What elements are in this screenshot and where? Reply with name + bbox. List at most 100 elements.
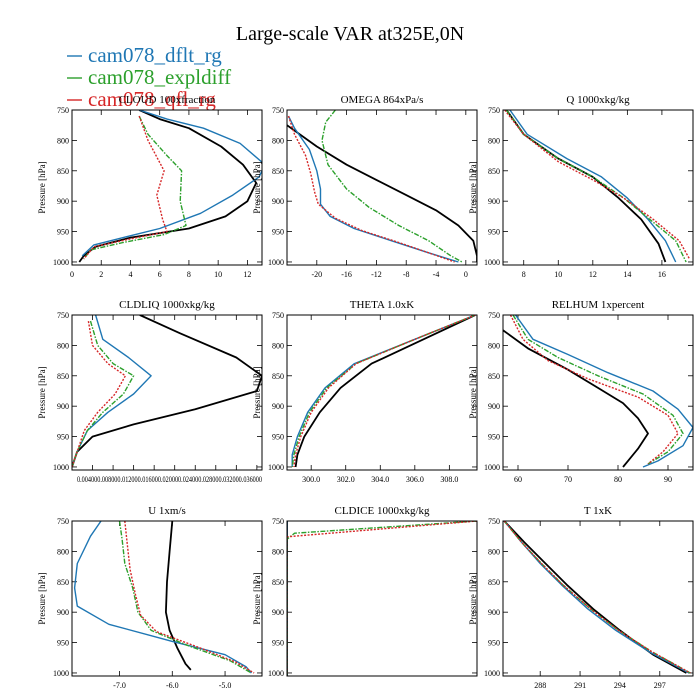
y-tick-label-3-0: 750	[57, 311, 69, 320]
series-line-dflt-6	[73, 521, 252, 674]
y-tick-label-3-2: 850	[57, 372, 69, 381]
y-tick-label-4-0: 750	[272, 311, 284, 320]
x-tick-label-1-4: -4	[433, 270, 440, 279]
y-tick-label-3-3: 900	[57, 402, 69, 411]
series-group-0	[78, 110, 262, 263]
y-tick-label-6-5: 1000	[53, 669, 69, 678]
series-line-expl-1	[321, 110, 463, 263]
series-group-1	[287, 110, 477, 263]
series-line-obs-8	[503, 521, 687, 674]
y-tick-label-6-4: 950	[57, 639, 69, 648]
series-line-dflt-0	[81, 110, 262, 257]
series-line-obs-0	[78, 110, 258, 263]
series-line-dflt-4	[291, 315, 476, 467]
y-tick-label-1-5: 1000	[268, 258, 284, 267]
y-tick-label-3-4: 950	[57, 433, 69, 442]
series-line-qfl-7	[287, 521, 477, 676]
y-tick-label-5-5: 1000	[484, 463, 500, 472]
series-line-dflt-8	[503, 521, 690, 674]
x-tick-label-5-2: 80	[614, 475, 622, 484]
series-line-dflt-2	[509, 110, 677, 263]
y-tick-label-0-0: 750	[57, 106, 69, 115]
series-line-qfl-3	[72, 320, 127, 468]
panel-6: U 1xm/s Pressure [hPa] 750 800 850 900 950 1000…	[37, 505, 263, 690]
x-tick-label-6-2: -5.0	[219, 681, 232, 690]
y-tick-label-8-4: 950	[488, 639, 500, 648]
y-tick-label-7-0: 750	[272, 517, 284, 526]
panel-title-7: CLDICE 1000xkg/kg	[334, 505, 430, 517]
y-tick-label-4-5: 1000	[268, 463, 284, 472]
y-tick-label-1-4: 950	[272, 228, 284, 237]
x-tick-label-0-0: 0	[70, 270, 74, 279]
series-line-expl-8	[503, 521, 691, 674]
y-tick-label-5-3: 900	[488, 402, 500, 411]
x-tick-label-4-1: 302.0	[337, 475, 355, 484]
y-tick-label-4-1: 800	[272, 341, 284, 350]
x-tick-label-4-2: 304.0	[371, 475, 389, 484]
x-tick-label-0-4: 8	[187, 270, 191, 279]
y-tick-label-0-5: 1000	[53, 258, 69, 267]
series-line-expl-2	[505, 110, 687, 263]
y-tick-label-6-2: 850	[57, 578, 69, 587]
series-line-qfl-0	[83, 115, 168, 260]
series-line-expl-0	[83, 115, 187, 260]
x-tick-label-8-3: 297	[654, 681, 666, 690]
y-tick-label-0-4: 950	[57, 228, 69, 237]
y-tick-label-1-2: 850	[272, 167, 284, 176]
y-tick-label-1-0: 750	[272, 106, 284, 115]
panel-title-8: T 1xK	[584, 505, 612, 517]
plot-frame-6	[71, 520, 263, 677]
series-line-qfl-1	[287, 115, 455, 263]
y-axis-label-1: Pressure [hPa]	[252, 161, 262, 213]
x-tick-label-1-1: -16	[341, 270, 352, 279]
y-tick-label-8-5: 1000	[484, 669, 500, 678]
y-tick-label-0-2: 850	[57, 167, 69, 176]
panel-3: CLDLIQ 1000xkg/kg Pressure [hPa] 750 800 850…	[37, 299, 263, 484]
panel-7: CLDICE 1000xkg/kg Pressure [hPa] 750 800 850…	[252, 505, 478, 678]
plot-frame-3	[71, 314, 263, 471]
panel-title-1: OMEGA 864xPa/s	[341, 94, 424, 106]
y-tick-label-4-4: 950	[272, 433, 284, 442]
series-group-2	[504, 110, 691, 263]
plot-frame-2	[502, 109, 694, 266]
series-line-obs-5	[503, 329, 649, 468]
panel-8: T 1xK Pressure [hPa] 750 800 850 900 950 1000 28…	[468, 505, 694, 690]
y-tick-label-7-4: 950	[272, 639, 284, 648]
y-tick-label-7-5: 1000	[268, 669, 284, 678]
y-tick-label-0-3: 900	[57, 197, 69, 206]
panel-5: RELHUM 1xpercent Pressure [hPa] 750 800 850 9…	[468, 299, 694, 484]
series-group-4	[291, 315, 476, 468]
y-axis-label-7: Pressure [hPa]	[252, 572, 262, 624]
series-line-obs-3	[72, 315, 262, 468]
series-line-obs-6	[165, 521, 192, 671]
figure-title: Large-scale VAR at325E,0N	[236, 23, 464, 45]
y-tick-label-0-1: 800	[57, 136, 69, 145]
panel-title-6: U 1xm/s	[148, 505, 186, 517]
y-tick-label-8-3: 900	[488, 608, 500, 617]
x-tick-label-8-1: 291	[574, 681, 586, 690]
x-tick-label-5-3: 90	[664, 475, 672, 484]
panel-4: THETA 1.0xK Pressure [hPa] 750 800 850 900 950…	[252, 299, 478, 484]
y-tick-label-5-2: 850	[488, 372, 500, 381]
x-tick-label-1-5: 0	[464, 270, 468, 279]
legend-label-0: cam078_dflt_rg	[88, 43, 222, 67]
x-tick-label-8-2: 294	[614, 681, 626, 690]
series-group-7	[287, 521, 477, 676]
y-tick-label-8-0: 750	[488, 517, 500, 526]
y-tick-label-8-1: 800	[488, 547, 500, 556]
legend: cam078_dflt_rgcam078_expldiffcam078_qfl_…	[67, 43, 231, 111]
series-line-qfl-8	[503, 521, 691, 674]
x-tick-label-0-6: 12	[243, 270, 251, 279]
series-line-obs-1	[287, 124, 477, 262]
y-axis-label-3: Pressure [hPa]	[37, 366, 47, 418]
y-tick-label-2-2: 850	[488, 167, 500, 176]
x-tick-label-0-1: 2	[99, 270, 103, 279]
y-tick-label-7-3: 900	[272, 608, 284, 617]
y-tick-label-5-1: 800	[488, 341, 500, 350]
x-tick-label-5-0: 60	[514, 475, 522, 484]
x-tick-labels-3: 0.004000.008000.012000.016000.020000.024…	[77, 475, 262, 484]
series-line-dflt-1	[287, 115, 459, 263]
y-tick-label-6-0: 750	[57, 517, 69, 526]
